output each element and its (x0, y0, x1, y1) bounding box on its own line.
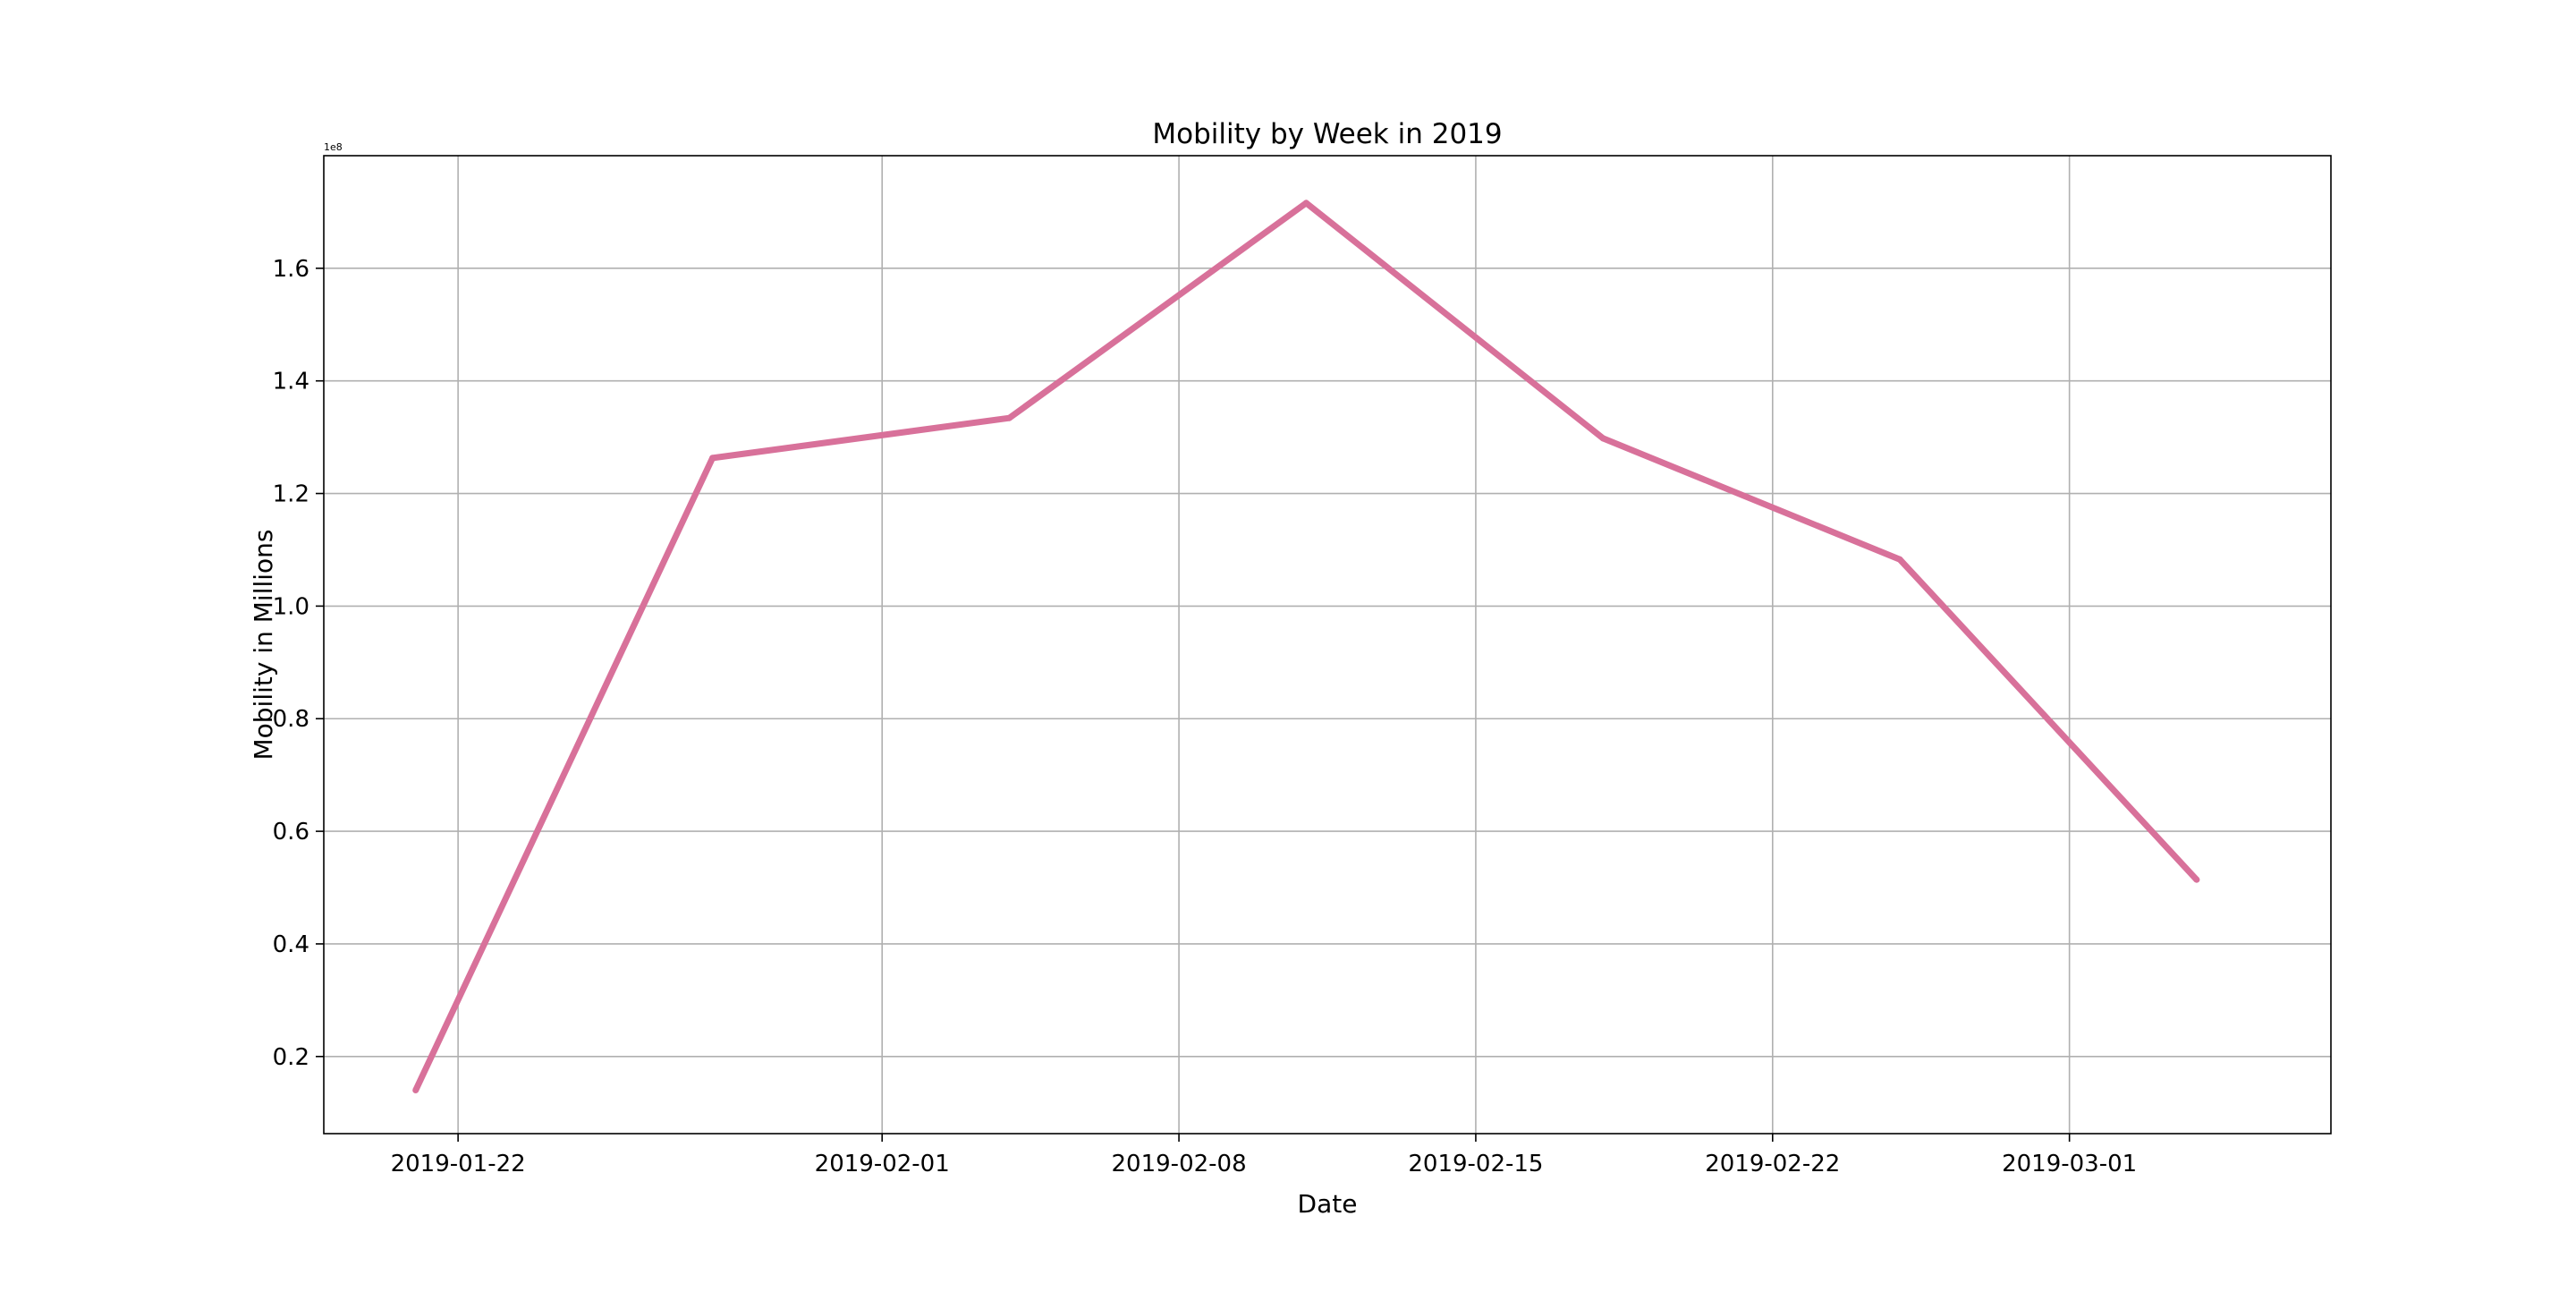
x-tick-label: 2019-03-01 (2002, 1151, 2137, 1177)
data-point (709, 455, 716, 462)
y-tick-label: 0.4 (273, 931, 309, 958)
y-axis-offset-label: 1e8 (324, 141, 343, 153)
y-tick-label: 0.8 (273, 706, 309, 733)
x-tick-label: 2019-02-22 (1705, 1151, 1840, 1177)
data-point (412, 1087, 419, 1093)
x-axis-label: Date (1298, 1189, 1358, 1219)
grid-layer (324, 156, 2331, 1134)
y-tick-label: 1.2 (273, 481, 309, 508)
x-tick-label: 2019-02-15 (1408, 1151, 1543, 1177)
chart-title: Mobility by Week in 2019 (1152, 118, 1502, 150)
data-point (1005, 414, 1013, 421)
series-layer (412, 200, 2200, 1093)
x-tick-label: 2019-02-01 (815, 1151, 950, 1177)
series-line (412, 200, 2199, 1092)
y-tick-label: 0.2 (273, 1044, 309, 1071)
ticks-layer: 2019-01-22 2019-02-01 2019-02-08 2019-02-15… (273, 256, 2138, 1177)
axes-frame (323, 155, 2332, 1135)
data-point (1302, 200, 1309, 207)
data-point (1599, 435, 1606, 442)
y-tick-label: 1.0 (273, 593, 309, 620)
data-point (1896, 556, 1903, 563)
y-tick-label: 1.4 (273, 369, 309, 395)
y-tick-label: 0.6 (273, 819, 309, 846)
y-axis-label: Mobility in Millions (249, 529, 278, 760)
x-tick-label: 2019-02-08 (1112, 1151, 1247, 1177)
data-point (2193, 876, 2200, 883)
y-tick-label: 1.6 (273, 256, 309, 283)
x-tick-label: 2019-01-22 (391, 1151, 526, 1177)
